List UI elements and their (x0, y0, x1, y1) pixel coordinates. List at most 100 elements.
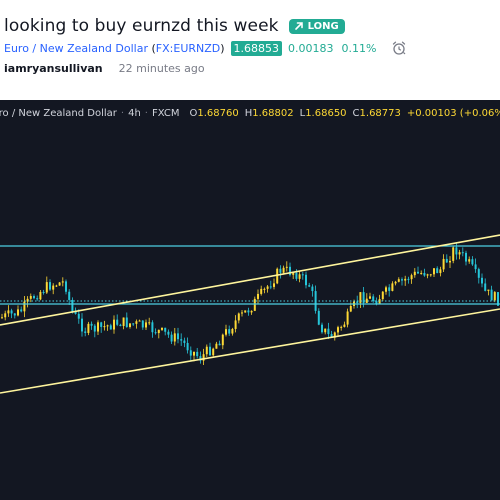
title-row: looking to buy eurnzd this week LONG (0, 12, 345, 40)
candle-body (433, 268, 435, 275)
candle-body (298, 274, 301, 279)
candle-body (167, 331, 170, 335)
candle-body (164, 327, 167, 332)
candle-body (455, 247, 458, 255)
candle-body (465, 252, 467, 262)
channel-lower-line[interactable] (0, 308, 500, 394)
candle-body (52, 285, 55, 290)
symbol-name-link[interactable]: Euro / New Zealand Dollar (4, 41, 148, 55)
candle-body (343, 324, 346, 327)
candle-body (391, 283, 394, 291)
candle-body (189, 350, 192, 356)
candle-body (231, 328, 234, 334)
candle-body (77, 313, 80, 319)
candle-body (445, 258, 448, 263)
candle-body (308, 285, 311, 287)
author-link[interactable]: iamryansullivan (4, 61, 103, 75)
long-badge-label: LONG (307, 20, 339, 32)
candle-body (122, 317, 125, 327)
candle-body (42, 291, 45, 293)
candle-body (90, 323, 93, 326)
candle-body (449, 260, 451, 263)
candle-body (212, 348, 215, 356)
legend-open-label: O (189, 108, 198, 119)
legend-change: +0.00103 (+0.06%) (406, 108, 500, 119)
price-chart[interactable] (0, 100, 500, 500)
candle-body (68, 291, 71, 300)
chart-legend: Euro / New Zealand Dollar · 4h · FXCM O1… (0, 108, 500, 119)
candle-body (196, 351, 199, 357)
symbol-code-link[interactable]: FX:EURNZD (155, 41, 221, 55)
legend-close: 1.68773 (359, 108, 401, 119)
arrow-up-right-icon (294, 22, 303, 30)
candle-body (375, 301, 378, 305)
chart-area[interactable]: Euro / New Zealand Dollar · 4h · FXCM O1… (0, 100, 500, 500)
candle-body (436, 268, 439, 274)
candle-body (154, 332, 157, 334)
candle-body (29, 296, 32, 299)
candle-body (420, 272, 423, 274)
candle-body (378, 299, 381, 305)
candle-body (394, 281, 397, 284)
candle-body (205, 346, 208, 355)
legend-low: 1.68650 (305, 108, 347, 119)
candle-body (253, 298, 256, 311)
idea-title[interactable]: looking to buy eurnzd this week (4, 16, 279, 36)
symbol-paren-open: ( (148, 41, 156, 55)
candle-body (365, 298, 368, 303)
candle-body (141, 320, 144, 328)
candle-body (404, 278, 407, 281)
candle-body (263, 288, 266, 290)
channel-upper-line[interactable] (0, 234, 500, 326)
candle-body (193, 351, 195, 356)
symbol-paren-close: ) (220, 41, 225, 55)
long-badge: LONG (288, 18, 345, 34)
candle-body (285, 266, 288, 268)
legend-instrument: Euro / New Zealand Dollar (0, 108, 117, 119)
legend-interval: 4h (128, 108, 141, 119)
candle-body (471, 259, 474, 265)
candle-body (442, 258, 445, 270)
candle-body (39, 291, 42, 300)
legend-open: 1.68760 (197, 108, 239, 119)
candle-body (372, 296, 375, 302)
candle-body (87, 323, 90, 333)
candle-body (97, 322, 99, 332)
legend-high-label: H (244, 108, 253, 119)
candle-body (295, 272, 298, 279)
candle-body (369, 296, 371, 299)
alarm-clock-icon[interactable] (391, 40, 407, 56)
candle-body (132, 323, 135, 325)
candle-body (385, 287, 387, 292)
candle-body (266, 286, 269, 289)
candle-body (324, 328, 327, 333)
candle-body (58, 282, 61, 286)
candle-body (493, 292, 496, 301)
candle-body (292, 272, 295, 275)
candle-body (74, 311, 77, 314)
author-row: iamryansullivan 22 minutes ago (0, 60, 205, 76)
candle-body (337, 327, 339, 333)
candle-body (65, 281, 67, 292)
candle-body (359, 292, 362, 303)
candle-body (244, 310, 247, 313)
price-badge: 1.68853 (230, 40, 283, 56)
candle-body (429, 274, 432, 276)
candle-body (417, 271, 419, 274)
candle-body (23, 301, 26, 312)
candle-body (209, 346, 211, 356)
candle-body (461, 252, 464, 254)
candle-body (119, 324, 122, 327)
candle-body (93, 325, 96, 332)
candle-body (317, 310, 320, 325)
candle-body (183, 340, 186, 343)
candle-body (413, 271, 416, 276)
candle-body (180, 339, 183, 341)
candle-body (221, 334, 224, 346)
candle-body (135, 321, 138, 324)
candle-body (1, 317, 3, 319)
candle-body (170, 334, 173, 342)
candle-body (388, 287, 391, 291)
candle-body (301, 274, 304, 276)
candle-body (55, 285, 58, 287)
